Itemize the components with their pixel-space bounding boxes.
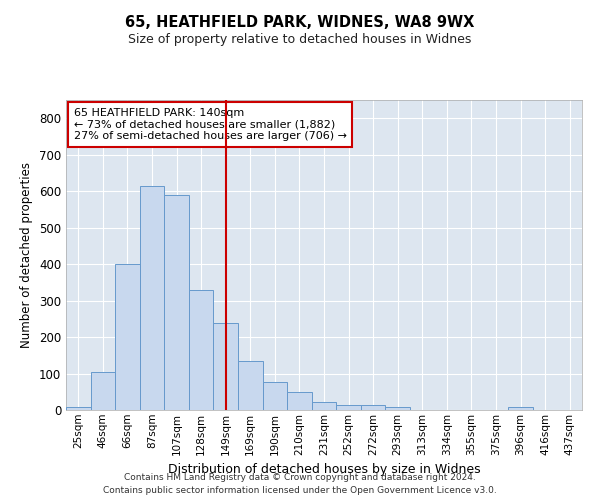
Bar [189,290,214,410]
Bar [312,402,336,410]
Bar [508,407,533,410]
Bar [164,195,189,410]
Text: 65 HEATHFIELD PARK: 140sqm
← 73% of detached houses are smaller (1,882)
27% of s: 65 HEATHFIELD PARK: 140sqm ← 73% of deta… [74,108,347,141]
Y-axis label: Number of detached properties: Number of detached properties [20,162,34,348]
Bar [385,407,410,410]
Bar [263,382,287,410]
Bar [361,404,385,410]
Bar [238,362,263,410]
Text: Contains public sector information licensed under the Open Government Licence v3: Contains public sector information licen… [103,486,497,495]
Text: 65, HEATHFIELD PARK, WIDNES, WA8 9WX: 65, HEATHFIELD PARK, WIDNES, WA8 9WX [125,15,475,30]
Bar [140,186,164,410]
Text: Contains HM Land Registry data © Crown copyright and database right 2024.: Contains HM Land Registry data © Crown c… [124,472,476,482]
Bar [214,323,238,410]
Bar [287,392,312,410]
Bar [115,264,140,410]
Bar [66,407,91,410]
X-axis label: Distribution of detached houses by size in Widnes: Distribution of detached houses by size … [167,463,481,476]
Bar [336,404,361,410]
Text: Size of property relative to detached houses in Widnes: Size of property relative to detached ho… [128,32,472,46]
Bar [91,372,115,410]
